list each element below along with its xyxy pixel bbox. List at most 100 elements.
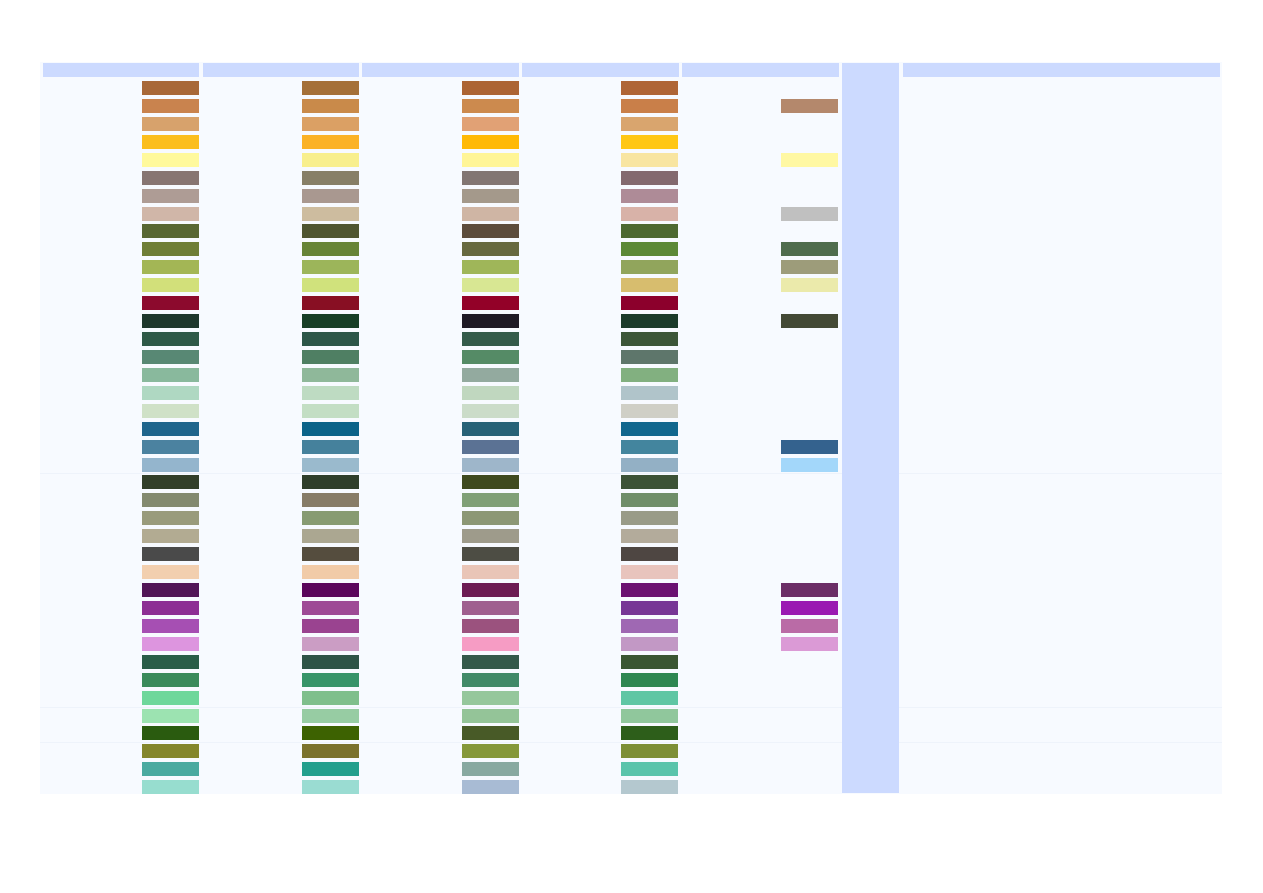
color-swatch xyxy=(621,99,678,113)
color-swatch xyxy=(462,619,519,633)
color-swatch xyxy=(302,153,359,167)
color-swatch xyxy=(621,762,678,776)
color-swatch xyxy=(462,368,519,382)
color-swatch xyxy=(302,655,359,669)
color-swatch xyxy=(621,619,678,633)
color-swatch xyxy=(302,458,359,472)
color-swatch xyxy=(302,529,359,543)
color-swatch xyxy=(621,691,678,705)
color-swatch xyxy=(462,440,519,454)
color-swatch xyxy=(302,583,359,597)
row-separator xyxy=(40,742,1222,743)
color-swatch xyxy=(302,565,359,579)
color-swatch xyxy=(462,404,519,418)
color-swatch xyxy=(302,242,359,256)
color-swatch xyxy=(142,278,199,292)
color-swatch xyxy=(621,547,678,561)
color-swatch xyxy=(621,117,678,131)
color-swatch xyxy=(621,655,678,669)
color-swatch xyxy=(462,493,519,507)
color-swatch xyxy=(462,691,519,705)
column-header-2 xyxy=(203,63,359,77)
color-swatch xyxy=(621,583,678,597)
color-swatch xyxy=(302,117,359,131)
color-swatch xyxy=(142,691,199,705)
color-swatch xyxy=(621,422,678,436)
color-swatch xyxy=(621,404,678,418)
color-swatch xyxy=(302,332,359,346)
color-swatch xyxy=(621,458,678,472)
color-swatch xyxy=(142,260,199,274)
color-swatch xyxy=(621,81,678,95)
column-header-4 xyxy=(522,63,679,77)
color-swatch xyxy=(142,529,199,543)
color-swatch xyxy=(302,368,359,382)
color-swatch xyxy=(142,583,199,597)
color-swatch xyxy=(302,673,359,687)
color-swatch xyxy=(621,153,678,167)
color-swatch xyxy=(142,350,199,364)
color-swatch xyxy=(142,368,199,382)
color-swatch xyxy=(142,493,199,507)
color-swatch xyxy=(621,296,678,310)
color-swatch xyxy=(621,278,678,292)
color-swatch xyxy=(462,314,519,328)
color-swatch xyxy=(302,601,359,615)
color-swatch xyxy=(621,673,678,687)
color-swatch xyxy=(462,655,519,669)
color-swatch xyxy=(781,619,838,633)
color-swatch xyxy=(142,762,199,776)
color-swatch xyxy=(142,458,199,472)
color-swatch xyxy=(462,511,519,525)
color-swatch xyxy=(621,386,678,400)
color-swatch xyxy=(781,278,838,292)
color-swatch xyxy=(142,709,199,723)
color-swatch xyxy=(462,780,519,794)
color-swatch xyxy=(302,278,359,292)
color-swatch xyxy=(621,601,678,615)
color-swatch xyxy=(462,547,519,561)
color-swatch xyxy=(462,583,519,597)
color-swatch xyxy=(142,744,199,758)
color-swatch xyxy=(621,368,678,382)
color-swatch xyxy=(781,207,838,221)
color-swatch xyxy=(621,135,678,149)
color-swatch xyxy=(302,547,359,561)
color-swatch xyxy=(462,726,519,740)
color-swatch xyxy=(302,314,359,328)
color-swatch xyxy=(142,242,199,256)
color-swatch xyxy=(142,673,199,687)
color-swatch xyxy=(302,637,359,651)
color-swatch xyxy=(142,404,199,418)
color-swatch xyxy=(781,583,838,597)
color-swatch xyxy=(142,619,199,633)
color-swatch xyxy=(142,171,199,185)
color-swatch xyxy=(781,99,838,113)
color-swatch xyxy=(142,135,199,149)
color-swatch xyxy=(621,189,678,203)
color-swatch xyxy=(302,81,359,95)
color-swatch xyxy=(462,153,519,167)
color-swatch xyxy=(142,780,199,794)
color-swatch xyxy=(462,189,519,203)
color-swatch xyxy=(621,511,678,525)
column-header-3 xyxy=(362,63,519,77)
color-swatch xyxy=(462,673,519,687)
color-swatch xyxy=(462,529,519,543)
color-swatch xyxy=(302,171,359,185)
color-swatch xyxy=(621,493,678,507)
color-swatch xyxy=(462,224,519,238)
color-swatch xyxy=(142,440,199,454)
color-swatch xyxy=(462,762,519,776)
color-swatch xyxy=(302,135,359,149)
color-swatch xyxy=(142,601,199,615)
color-swatch xyxy=(462,744,519,758)
color-swatch xyxy=(142,224,199,238)
color-swatch xyxy=(462,242,519,256)
color-swatch xyxy=(302,404,359,418)
color-swatch xyxy=(462,99,519,113)
color-swatch xyxy=(621,529,678,543)
color-swatch xyxy=(142,547,199,561)
color-swatch xyxy=(142,117,199,131)
color-swatch xyxy=(142,99,199,113)
